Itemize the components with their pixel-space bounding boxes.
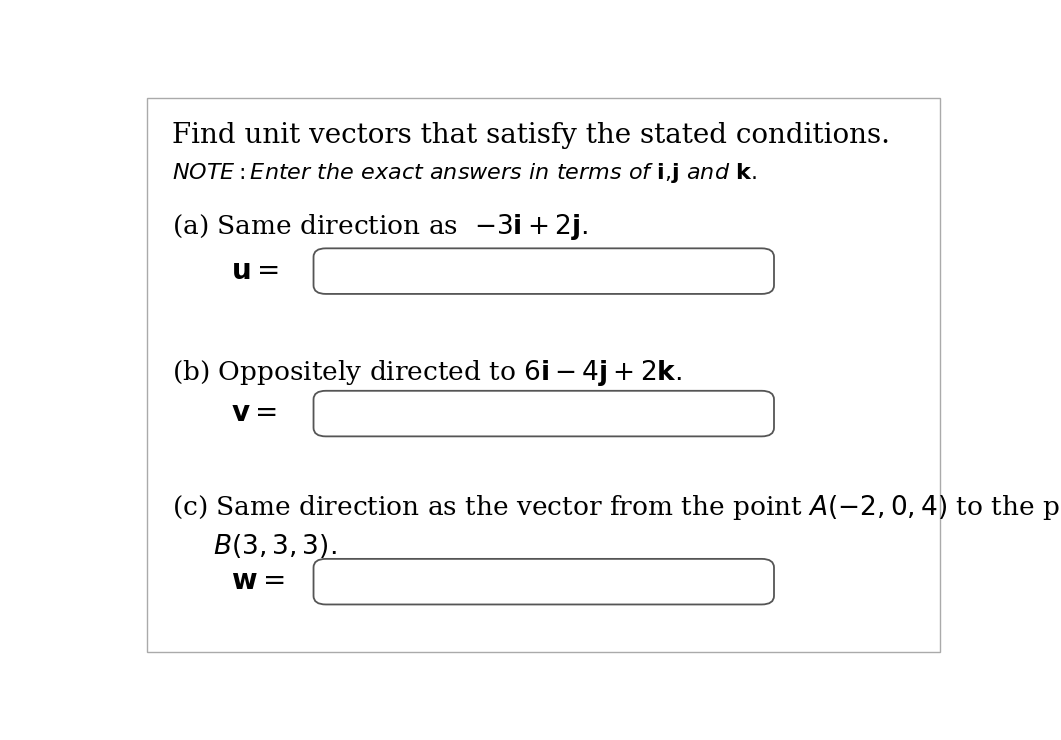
Text: $\it{NOTE: Enter\ the\ exact\ answers\ in\ terms\ of\ }$$\mathbf{i}$$\it{,}$$\ma: $\it{NOTE: Enter\ the\ exact\ answers\ i… <box>172 161 756 185</box>
FancyBboxPatch shape <box>314 249 775 294</box>
Text: Find unit vectors that satisfy the stated conditions.: Find unit vectors that satisfy the state… <box>172 122 890 149</box>
Text: (c) Same direction as the vector from the point $A(-2,0,4)$ to the point: (c) Same direction as the vector from th… <box>172 494 1061 522</box>
FancyBboxPatch shape <box>147 98 940 652</box>
Text: $B(3,3,3).$: $B(3,3,3).$ <box>213 532 337 560</box>
Text: (b) Oppositely directed to $6\mathbf{i}-4\mathbf{j}+2\mathbf{k}.$: (b) Oppositely directed to $6\mathbf{i}-… <box>172 357 682 388</box>
Text: (a) Same direction as  $-3\mathbf{i}+2\mathbf{j}.$: (a) Same direction as $-3\mathbf{i}+2\ma… <box>172 212 588 243</box>
Text: $\mathbf{v} =$: $\mathbf{v} =$ <box>231 400 277 427</box>
Text: $\mathbf{w} =$: $\mathbf{w} =$ <box>231 568 284 595</box>
FancyBboxPatch shape <box>314 391 775 437</box>
Text: $\mathbf{u} =$: $\mathbf{u} =$ <box>231 258 279 285</box>
FancyBboxPatch shape <box>314 559 775 605</box>
